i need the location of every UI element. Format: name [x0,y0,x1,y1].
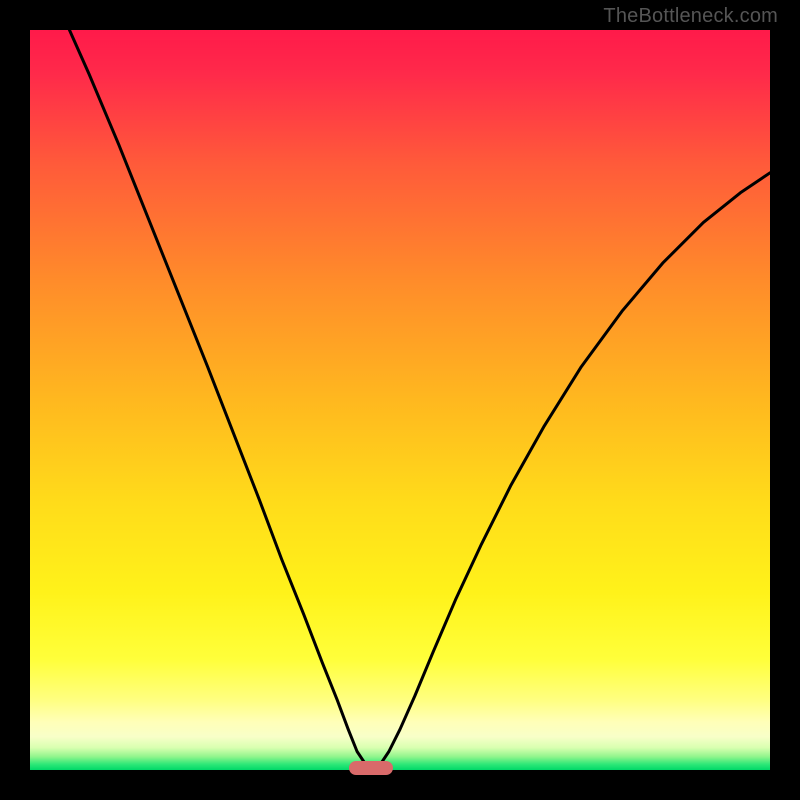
curve-layer [30,30,770,770]
watermark-text: TheBottleneck.com [603,5,778,28]
bottleneck-curve [60,30,770,769]
bottleneck-marker [349,761,393,775]
plot-area [30,30,770,770]
